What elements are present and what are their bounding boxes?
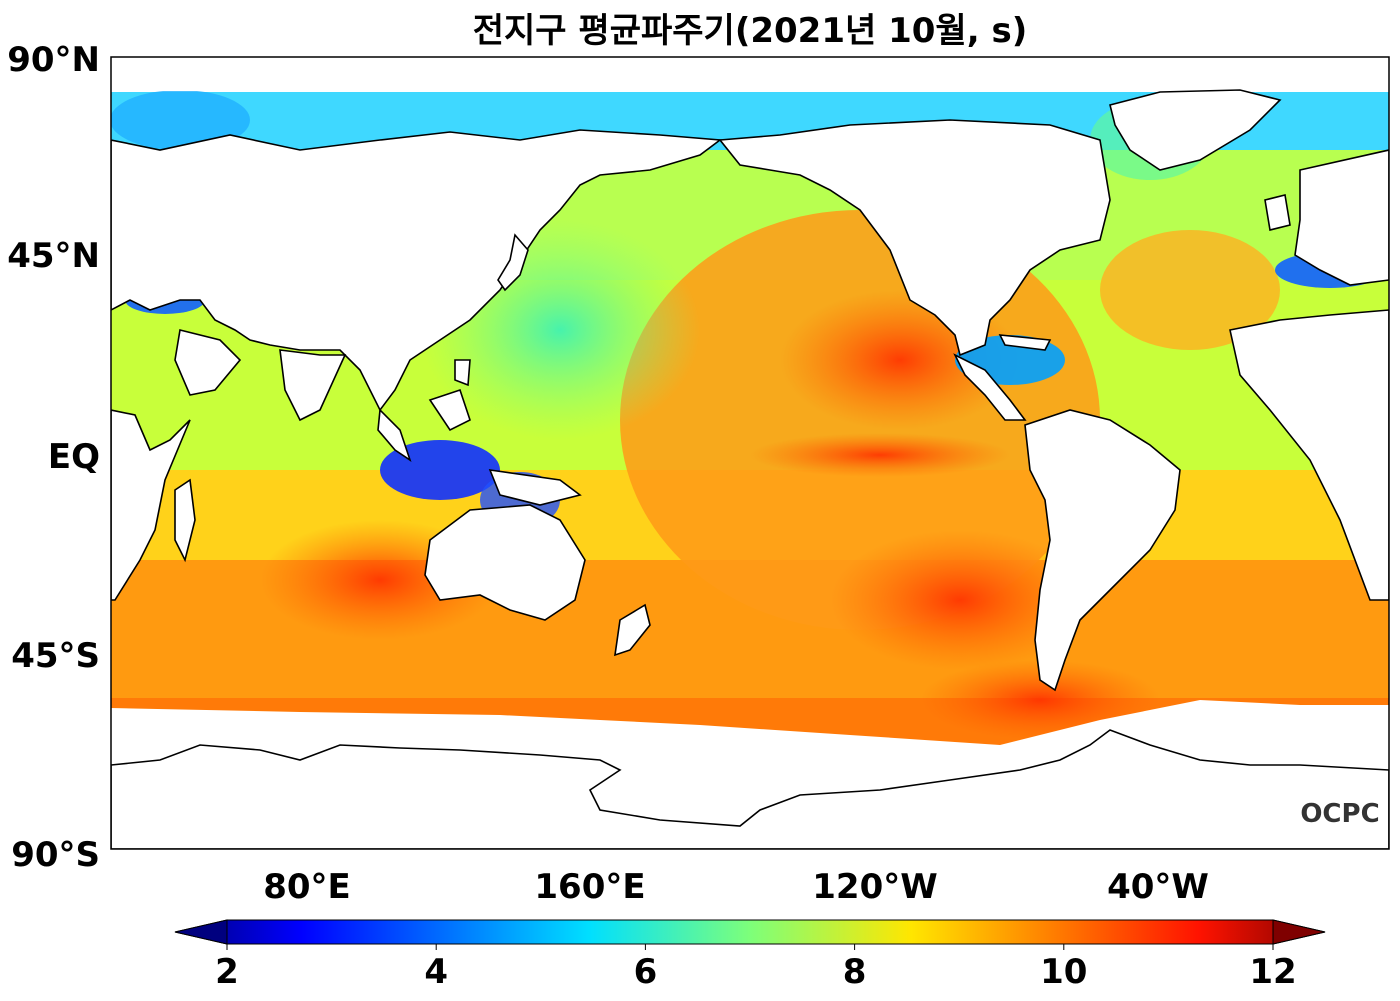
colorbar-tick-label: 2 [215,952,239,992]
lat-label-45s: 45°S [11,636,100,676]
colorbar-tick-label: 4 [424,952,448,992]
lon-label-80e: 80°E [263,867,351,907]
lat-label-eq: EQ [48,437,100,477]
colorbar: 2 4 6 8 10 12 [174,919,1326,992]
map-frame [110,56,1390,850]
colorbar-tick-label: 12 [1249,952,1296,992]
map-title: 전지구 평균파주기(2021년 10월, s) [473,11,1028,51]
lat-label-45n: 45°N [7,236,100,276]
ocpc-logo: OCPC [1300,799,1379,829]
lon-label-160e: 160°E [534,867,645,907]
colorbar-tick-label: 10 [1040,952,1087,992]
lon-label-120w: 120°W [812,867,937,907]
coastlines [111,89,1389,849]
colorbar-tick-label: 8 [843,952,867,992]
colorbar-tick-label: 6 [634,952,658,992]
wave-period-field [111,57,1389,849]
lat-label-90s: 90°S [11,835,100,875]
lon-label-40w: 40°W [1107,867,1209,907]
lat-label-90n: 90°N [7,40,100,80]
